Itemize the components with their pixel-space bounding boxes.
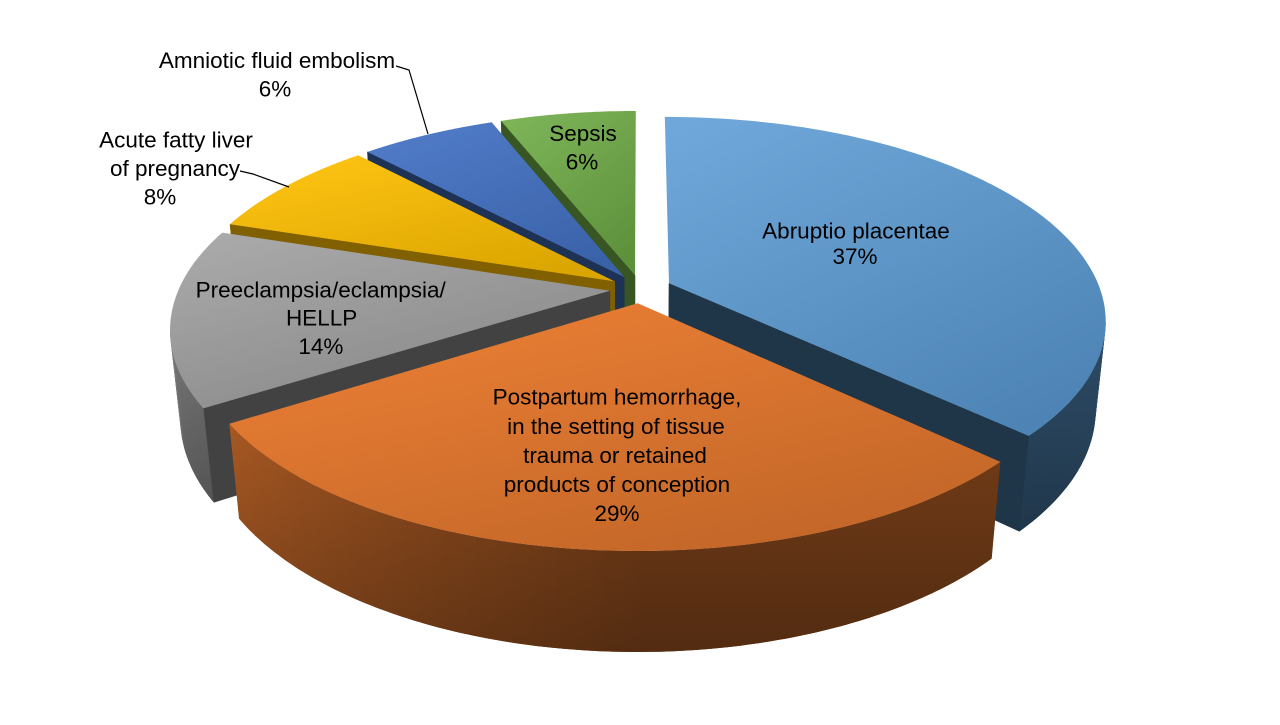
- svg-text:37%: 37%: [832, 244, 877, 269]
- svg-text:trauma or retained: trauma or retained: [523, 443, 707, 468]
- svg-text:Abruptio placentae: Abruptio placentae: [762, 219, 950, 244]
- svg-text:29%: 29%: [594, 501, 639, 526]
- svg-text:Postpartum hemorrhage,: Postpartum hemorrhage,: [493, 385, 742, 410]
- svg-text:products of conception: products of conception: [504, 472, 730, 497]
- svg-text:8%: 8%: [144, 185, 177, 210]
- svg-text:Sepsis: Sepsis: [549, 121, 617, 146]
- svg-text:6%: 6%: [566, 149, 599, 174]
- svg-text:HELLP: HELLP: [286, 306, 357, 331]
- svg-text:Preeclampsia/eclampsia/: Preeclampsia/eclampsia/: [196, 277, 447, 302]
- svg-text:of pregnancy: of pregnancy: [110, 156, 241, 181]
- svg-text:Amniotic fluid embolism: Amniotic fluid embolism: [159, 48, 395, 73]
- svg-text:14%: 14%: [298, 334, 343, 359]
- svg-text:Acute fatty liver: Acute fatty liver: [99, 128, 253, 153]
- svg-text:in the setting of tissue: in the setting of tissue: [507, 414, 725, 439]
- svg-text:6%: 6%: [259, 77, 292, 102]
